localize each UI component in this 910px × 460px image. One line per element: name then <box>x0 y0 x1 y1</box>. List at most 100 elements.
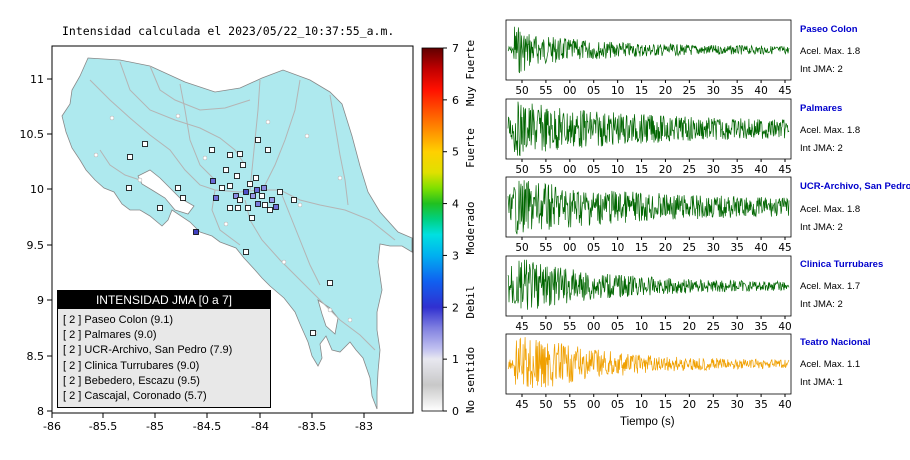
road-network <box>89 61 396 351</box>
station-marker <box>127 154 133 160</box>
station-marker <box>223 167 229 173</box>
station-marker <box>250 193 256 199</box>
station-marker <box>262 202 268 208</box>
time-axis-label: Tiempo (s) <box>620 416 675 428</box>
lat-tick-label: 9 <box>37 294 44 307</box>
station-marker <box>227 152 233 158</box>
lat-tick-label: 9.5 <box>27 239 45 252</box>
station-marker <box>247 181 253 187</box>
station-marker <box>210 178 216 184</box>
station-marker <box>233 193 239 199</box>
colorbar-category-label: Debil <box>464 285 477 318</box>
legend-item: [ 2 ] Paseo Colon (9.1) <box>63 314 174 326</box>
colorbar-category-label: Moderado <box>464 202 477 255</box>
station-marker <box>243 249 249 255</box>
station-jma: Int JMA: 2 <box>800 143 843 154</box>
legend-item: [ 2 ] Palmares (9.0) <box>63 329 157 342</box>
station-marker <box>243 189 249 195</box>
station-marker <box>261 185 267 191</box>
colorbar-tick-label: 6 <box>452 94 459 107</box>
station-marker <box>126 185 132 191</box>
station-marker <box>269 197 275 203</box>
colorbar-tick-label: 7 <box>452 42 459 55</box>
city-dots <box>93 113 353 336</box>
station-marker <box>142 141 148 147</box>
colorbar-tick-label: 1 <box>452 353 459 366</box>
lon-tick-label: -85.5 <box>89 420 117 433</box>
station-marker <box>180 195 186 201</box>
legend-item: [ 2 ] UCR-Archivo, San Pedro (7.9) <box>63 344 233 357</box>
station-accel: Acel. Max. 1.8 <box>800 125 861 136</box>
station-marker <box>240 162 246 168</box>
station-marker <box>234 173 240 179</box>
intensity-colorbar: 0 1 2 3 4 5 6 7 No sentido Debil Moderado Fuerte Muy… <box>421 40 477 418</box>
station-marker <box>213 195 219 201</box>
lat-tick-label: 10 <box>30 183 44 196</box>
station-accel: Acel. Max. 1.8 <box>800 46 861 57</box>
station-marker <box>227 205 233 211</box>
station-marker <box>193 229 199 235</box>
station-jma: Int JMA: 2 <box>800 64 843 75</box>
station-marker <box>254 187 260 193</box>
station-marker <box>310 330 316 336</box>
station-marker <box>209 147 215 153</box>
intensity-legend: INTENSIDAD JMA [0 a 7] [ 2 ] Paseo Colon… <box>57 290 271 408</box>
station-markers <box>126 137 333 336</box>
lon-tick-label: -84 <box>251 420 269 433</box>
colorbar-category-label: Muy Fuerte <box>464 40 477 106</box>
colorbar-category-label: Fuerte <box>464 128 477 168</box>
legend-item: [ 2 ] Cascajal, Coronado (5.7) <box>63 390 207 403</box>
station-marker <box>237 151 243 157</box>
lat-tick-label: 8.5 <box>27 350 45 363</box>
colorbar-tick-label: 4 <box>452 198 459 211</box>
station-marker <box>255 201 261 207</box>
station-marker <box>273 204 279 210</box>
station-jma: Int JMA: 2 <box>800 222 843 233</box>
lat-tick-label: 11 <box>30 73 44 86</box>
colorbar-category-label: No sentido <box>464 347 477 413</box>
station-name-teatro-nacional: Teatro Nacional <box>800 337 871 348</box>
map-title: Intensidad calculada el 2023/05/22_10:37… <box>62 24 395 38</box>
station-marker <box>235 205 241 211</box>
station-marker <box>327 280 333 286</box>
lon-tick-label: -85 <box>146 420 164 433</box>
station-marker <box>245 205 251 211</box>
colorbar-tick-label: 3 <box>452 249 459 262</box>
station-accel: Acel. Max. 1.8 <box>800 204 861 215</box>
legend-item: [ 2 ] Clinica Turrubares (9.0) <box>63 359 200 372</box>
station-marker <box>255 137 261 143</box>
station-jma: Int JMA: 1 <box>800 377 843 388</box>
station-marker <box>175 185 181 191</box>
colorbar-tick-label: 5 <box>452 146 459 159</box>
legend-title: INTENSIDAD JMA [0 a 7] <box>58 291 270 309</box>
station-marker <box>237 197 243 203</box>
station-name-clinica-turrubares: Clinica Turrubares <box>800 259 884 270</box>
lon-tick-label: -84.5 <box>193 420 221 433</box>
map-axes: -86 -85.5 -85 -84.5 -84 -83.5 -83 11 10.5 10 9.5 9 8… <box>20 73 373 433</box>
lon-tick-label: -83.5 <box>298 420 326 433</box>
lat-tick-label: 8 <box>37 405 44 418</box>
station-accel: Acel. Max. 1.1 <box>800 359 861 370</box>
lon-tick-label: -86 <box>43 420 61 433</box>
station-marker <box>267 207 273 213</box>
station-marker <box>277 189 283 195</box>
station-accel: Acel. Max. 1.7 <box>800 281 861 292</box>
lat-tick-label: 10.5 <box>20 128 45 141</box>
station-marker <box>259 193 265 199</box>
station-name-ucr-archivo: UCR-Archivo, San Pedro <box>800 181 910 192</box>
gulf-of-nicoya <box>137 169 195 215</box>
colorbar-tick-label: 0 <box>452 405 459 418</box>
legend-items: [ 2 ] Paseo Colon (9.1) [ 2 ] Palmares (… <box>58 309 270 404</box>
legend-item: [ 2 ] Bebedero, Escazu (9.5) <box>63 374 200 387</box>
station-name-palmares: Palmares <box>800 103 843 114</box>
station-marker <box>253 175 259 181</box>
colorbar-gradient <box>421 47 444 412</box>
lon-tick-label: -83 <box>355 420 373 433</box>
station-name-paseo-colon: Paseo Colon <box>800 24 858 35</box>
station-marker <box>249 215 255 221</box>
station-marker <box>227 183 233 189</box>
station-marker <box>291 197 297 203</box>
station-marker <box>219 185 225 191</box>
station-marker <box>265 147 271 153</box>
